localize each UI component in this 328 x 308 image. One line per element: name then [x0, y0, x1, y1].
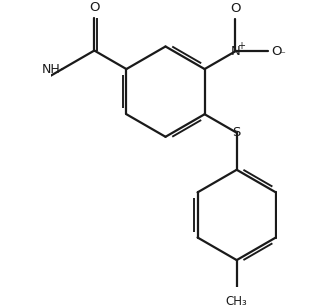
- Text: NH: NH: [42, 63, 61, 75]
- Text: O: O: [89, 1, 100, 14]
- Text: O: O: [271, 45, 282, 58]
- Text: +: +: [237, 41, 245, 51]
- Text: ⁻: ⁻: [279, 50, 285, 60]
- Text: O: O: [230, 2, 240, 15]
- Text: N: N: [230, 45, 240, 58]
- Text: S: S: [233, 126, 241, 139]
- Text: CH₃: CH₃: [226, 295, 248, 308]
